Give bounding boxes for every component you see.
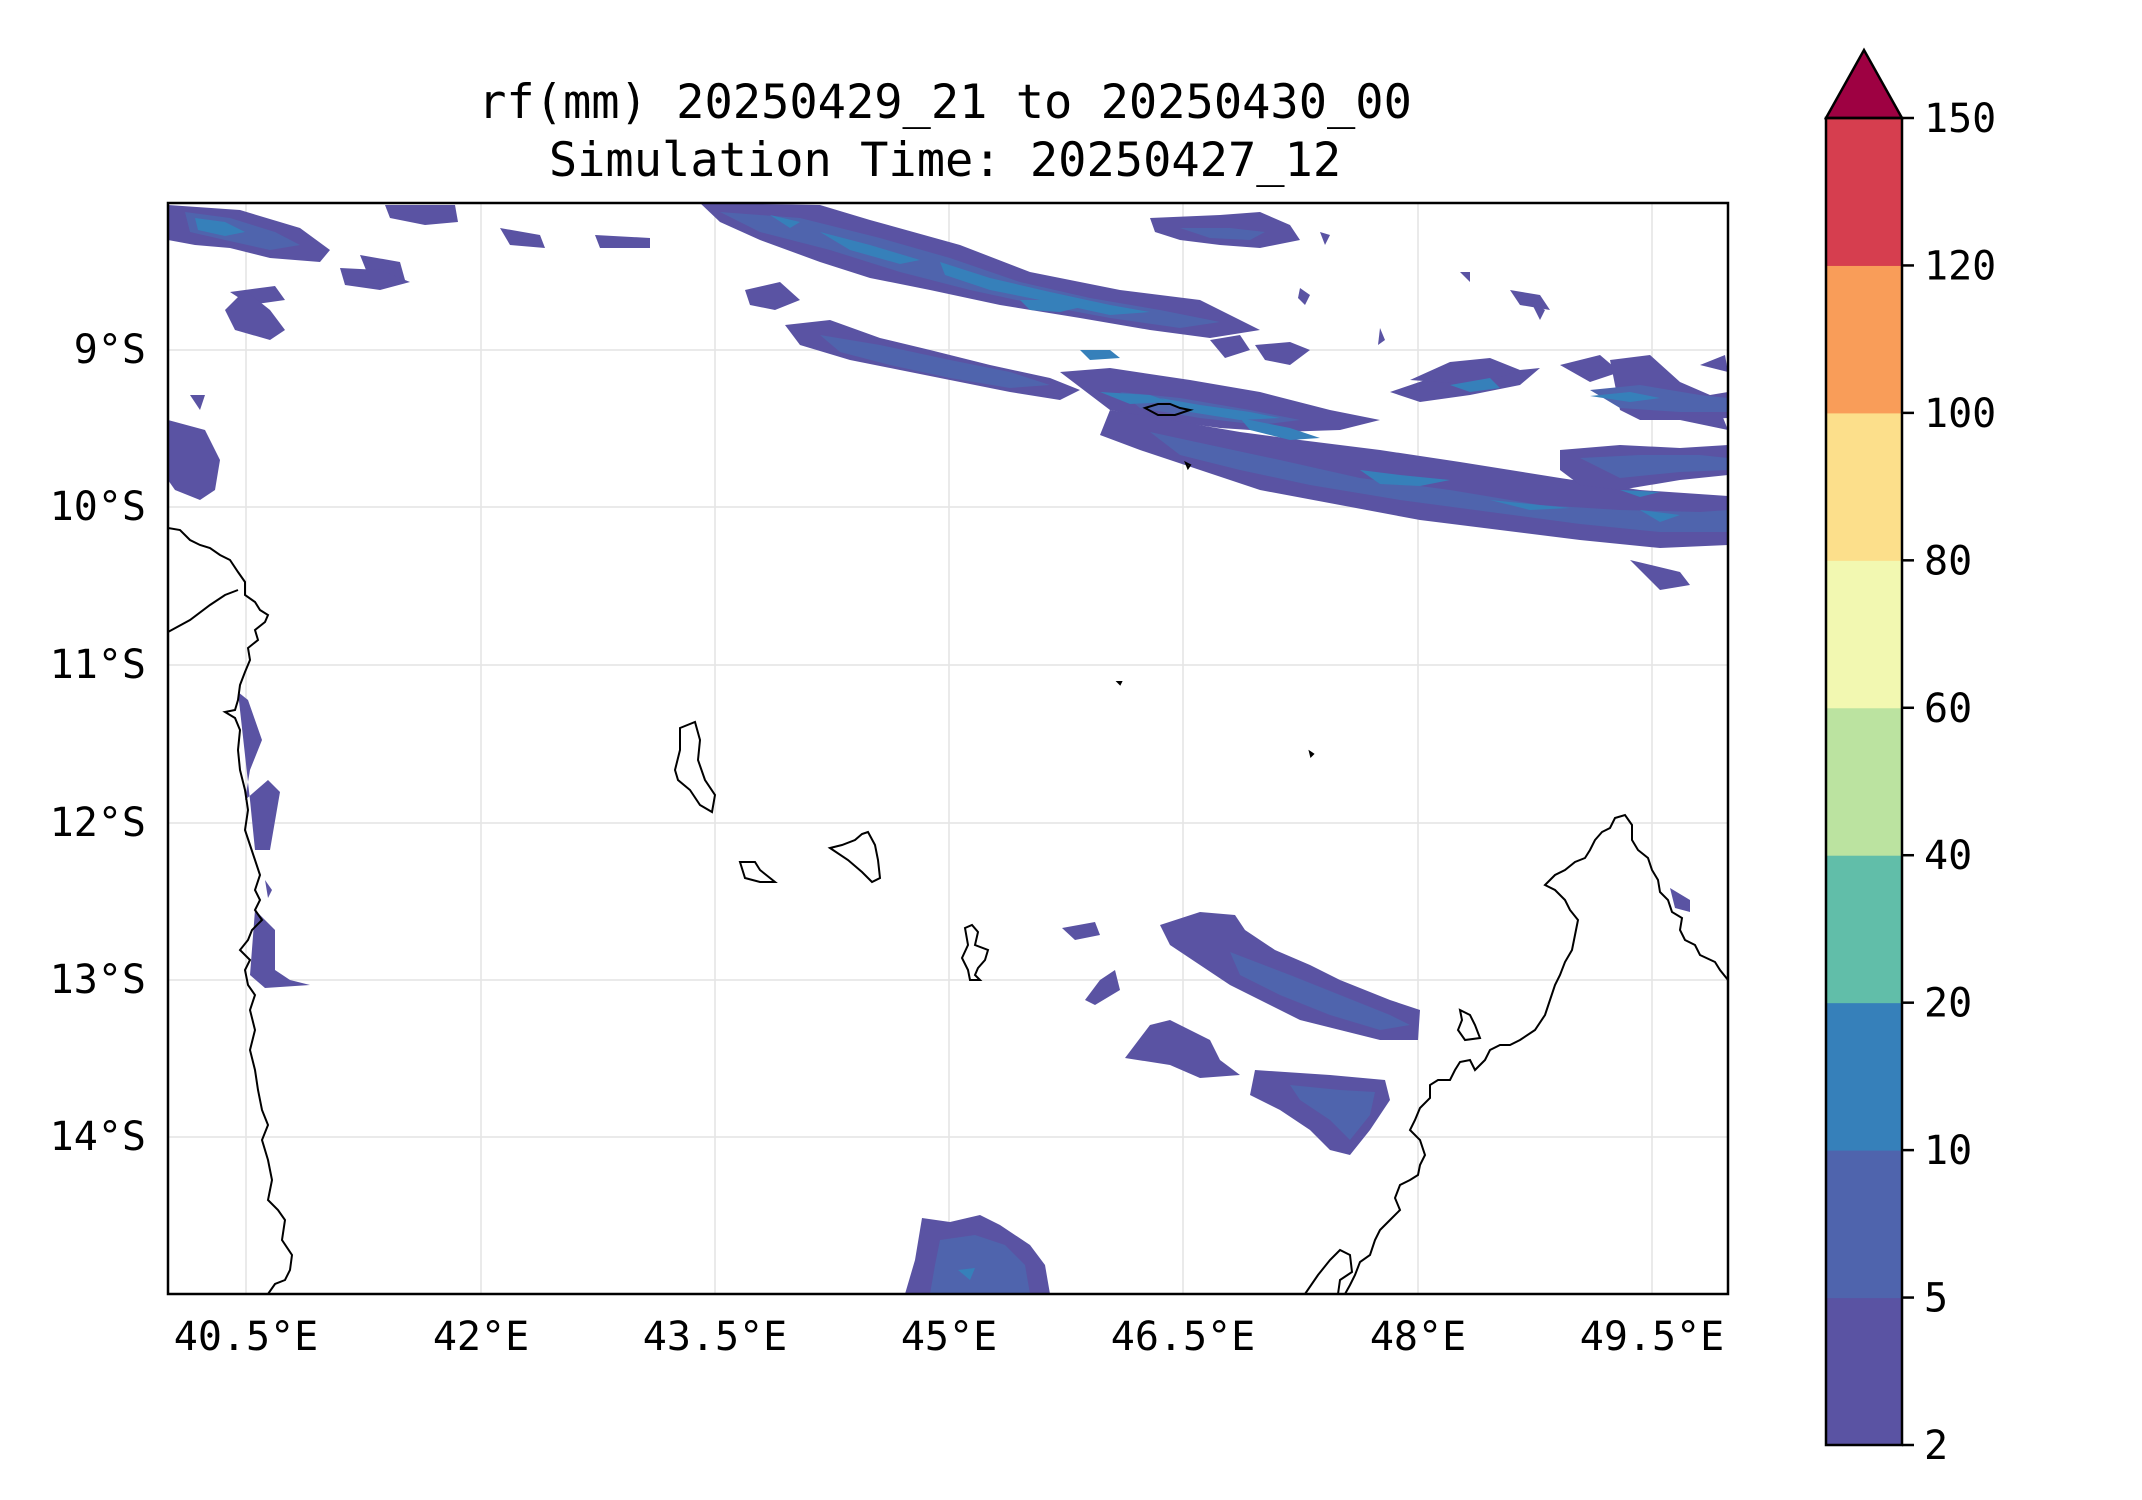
x-tick-label: 45°E xyxy=(901,1314,997,1360)
colorbar-frame xyxy=(1824,116,1904,1447)
colorbar-band xyxy=(1826,1297,1902,1446)
colorbar-tick-label: 60 xyxy=(1924,686,1972,732)
colorbar-extend-arrow xyxy=(1823,47,1905,120)
colorbar-tick-label: 80 xyxy=(1924,538,1972,584)
coastlines xyxy=(168,403,1728,1294)
colorbar-tick-label: 100 xyxy=(1924,391,1996,437)
colorbar-band xyxy=(1826,265,1902,414)
x-tick-label: 48°E xyxy=(1370,1314,1466,1360)
x-tick-label: 42°E xyxy=(433,1314,529,1360)
y-tick-label: 11°S xyxy=(50,642,146,688)
x-tick-label: 43.5°E xyxy=(643,1314,788,1360)
colorbar-tick-label: 150 xyxy=(1924,96,1996,142)
y-tick-label: 12°S xyxy=(50,800,146,846)
y-tick-label: 13°S xyxy=(50,957,146,1003)
y-axis-ticks: 9°S 10°S 11°S 12°S 13°S 14°S xyxy=(50,327,146,1160)
colorbar-tick-label: 2 xyxy=(1924,1423,1948,1469)
colorbar-band xyxy=(1826,707,1902,856)
colorbar-band xyxy=(1826,1002,1902,1151)
x-axis-ticks: 40.5°E 42°E 43.5°E 45°E 46.5°E 48°E 49.5… xyxy=(174,1314,1725,1360)
x-tick-label: 49.5°E xyxy=(1580,1314,1725,1360)
map-subtitle: Simulation Time: 20250427_12 xyxy=(548,133,1342,188)
x-tick-label: 46.5°E xyxy=(1111,1314,1256,1360)
rainfall-10-20mm xyxy=(195,215,1680,1280)
colorbar-bands xyxy=(1826,118,1902,1446)
colorbar-band xyxy=(1826,412,1902,561)
colorbar-band xyxy=(1826,560,1902,709)
colorbar-tick-label: 120 xyxy=(1924,243,1996,289)
colorbar-tick-label: 10 xyxy=(1924,1128,1972,1174)
y-tick-label: 9°S xyxy=(74,327,146,373)
colorbar-band xyxy=(1826,855,1902,1004)
colorbar-ticks: 2 5 10 20 40 60 80 100 120 150 xyxy=(1902,96,1996,1469)
y-tick-label: 14°S xyxy=(50,1114,146,1160)
map-frame xyxy=(166,201,1730,1296)
colorbar-tick-label: 40 xyxy=(1924,833,1972,879)
colorbar-tick-label: 5 xyxy=(1924,1276,1948,1322)
x-tick-label: 40.5°E xyxy=(174,1314,319,1360)
colorbar-band xyxy=(1826,1150,1902,1299)
y-tick-label: 10°S xyxy=(50,484,146,530)
colorbar-tick-label: 20 xyxy=(1924,981,1972,1027)
colorbar-band xyxy=(1826,118,1902,266)
map-title: rf(mm) 20250429_21 to 20250430_00 xyxy=(478,75,1412,130)
